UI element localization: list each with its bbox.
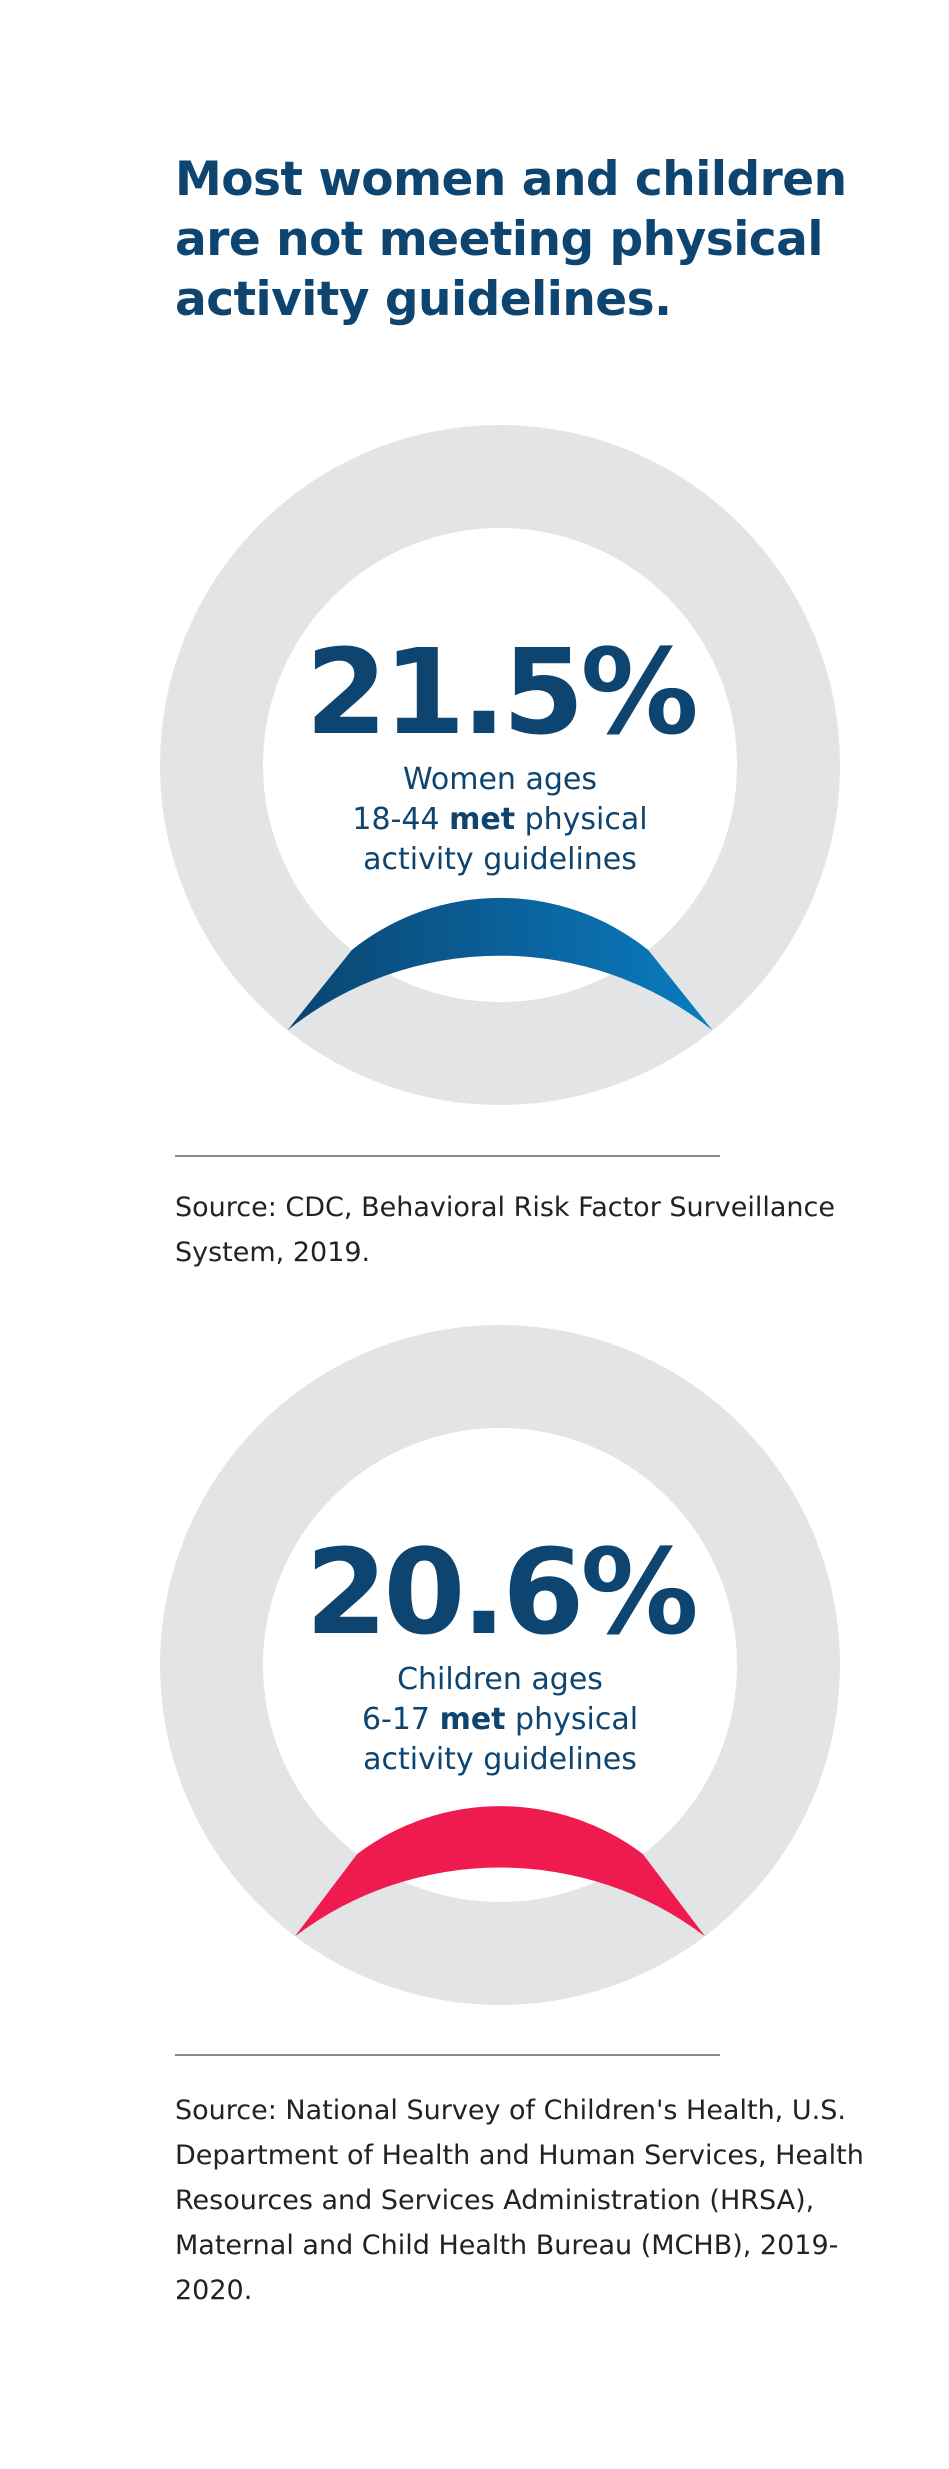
divider-children: [175, 2054, 720, 2056]
children-donut-segment: [295, 1806, 705, 1937]
children-donut-chart: 20.6% Children ages 6-17 met physical ac…: [150, 1315, 850, 2015]
children-caption-line1: Children ages: [397, 1662, 603, 1697]
children-caption: Children ages 6-17 met physical activity…: [300, 1660, 700, 1780]
women-caption: Women ages 18-44 met physical activity g…: [300, 760, 700, 880]
women-donut-chart: 21.5% Women ages 18-44 met physical acti…: [150, 415, 850, 1115]
children-donut-svg: [160, 1325, 840, 2005]
divider-women: [175, 1155, 720, 1157]
children-percent-value: 20.6%: [305, 1523, 698, 1661]
women-caption-line1: Women ages: [402, 762, 597, 797]
women-source-note: Source: CDC, Behavioral Risk Factor Surv…: [175, 1192, 835, 1268]
women-donut-svg: [160, 425, 840, 1105]
children-caption-bold: met: [439, 1702, 506, 1737]
children-donut-track: [160, 1325, 840, 2005]
women-percent-value: 21.5%: [305, 623, 698, 761]
women-caption-line2-post: physical: [515, 802, 648, 837]
page-title: Most women and children are not meeting …: [175, 152, 847, 327]
women-caption-line3: activity guidelines: [363, 842, 637, 877]
children-source-note: Source: National Survey of Children's He…: [175, 2095, 864, 2306]
children-caption-line2-post: physical: [505, 1702, 639, 1737]
children-center-label: 20.6% Children ages 6-17 met physical ac…: [300, 1530, 700, 1780]
women-caption-bold: met: [449, 802, 516, 837]
children-caption-line3: activity guidelines: [363, 1742, 637, 1777]
women-donut-segment: [287, 897, 713, 1031]
women-center-label: 21.5% Women ages 18-44 met physical acti…: [300, 630, 700, 880]
women-donut-track: [160, 425, 840, 1105]
women-caption-line2-pre: 18-44: [352, 802, 450, 837]
children-caption-line2-pre: 6-17: [361, 1702, 440, 1737]
